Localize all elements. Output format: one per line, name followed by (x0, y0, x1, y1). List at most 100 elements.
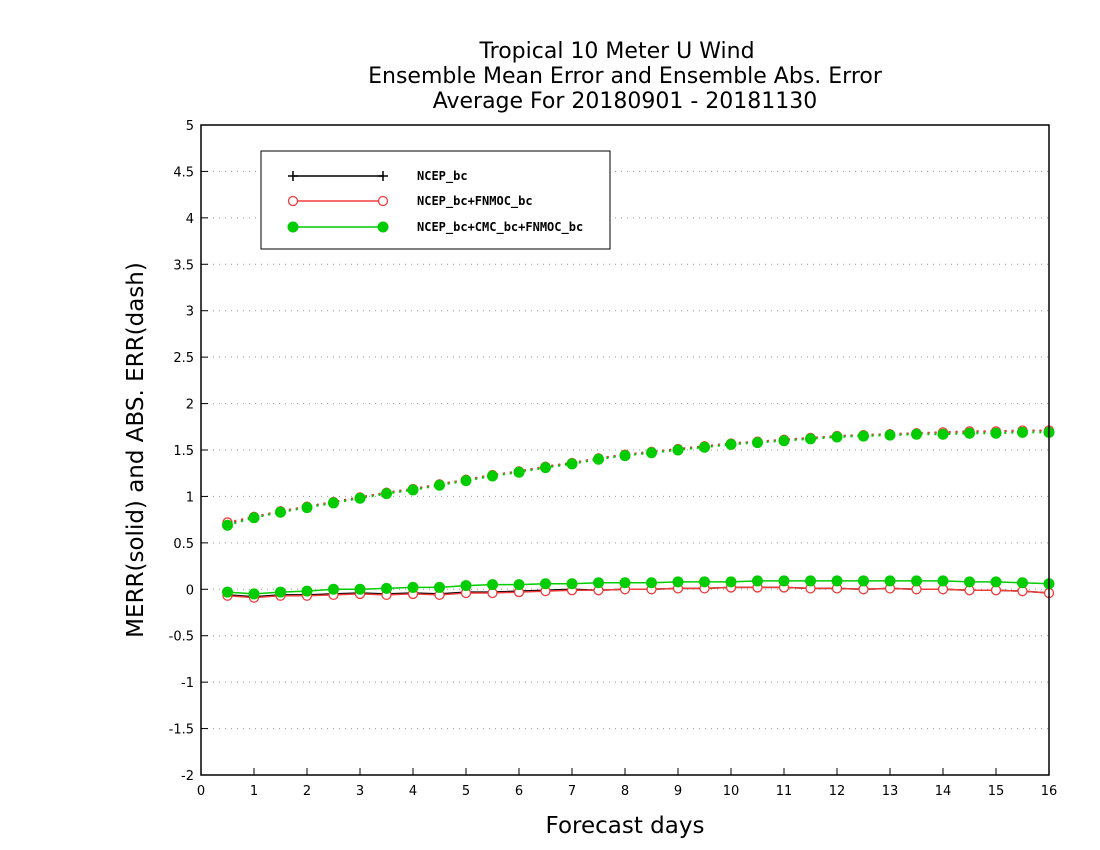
abs-err-point (858, 430, 869, 442)
series-2 (222, 426, 1055, 600)
merr-point (831, 575, 843, 587)
merr-point (884, 575, 896, 587)
abs-err-point (805, 433, 816, 445)
abs-err-point (990, 427, 1002, 439)
legend-marker (287, 195, 299, 207)
merr-point (540, 578, 551, 590)
abs-err-point (646, 447, 657, 459)
abs-err-point (964, 427, 975, 439)
merr-point (487, 579, 498, 591)
abs-err-point (1017, 426, 1028, 438)
merr-point (593, 577, 604, 589)
merr-point (858, 575, 869, 587)
abs-err-point (752, 437, 763, 449)
abs-err-point (619, 450, 631, 462)
abs-err-point (301, 502, 313, 514)
abs-err-point (566, 458, 578, 470)
y-tick-label: 5 (186, 119, 194, 134)
merr-point (725, 576, 737, 588)
abs-err-point (487, 470, 498, 482)
merr-point (990, 576, 1002, 588)
merr-point (699, 576, 710, 588)
x-tick-label: 3 (356, 784, 364, 799)
legend-marker (288, 171, 298, 181)
x-tick-label: 8 (621, 784, 629, 799)
abs-err-point (248, 512, 260, 524)
merr-point (275, 586, 286, 598)
merr-point (672, 576, 684, 588)
merr-point (248, 588, 260, 600)
abs-err-point (328, 497, 339, 509)
abs-err-point (275, 506, 286, 518)
y-tick-label: 2 (186, 398, 194, 413)
y-tick-label: -1.5 (169, 723, 194, 738)
abs-err-point (540, 462, 551, 474)
x-tick-label: 1 (250, 784, 258, 799)
x-tick-label: 2 (303, 784, 311, 799)
merr-point (381, 582, 392, 594)
x-tick-label: 10 (723, 784, 740, 799)
legend-marker (287, 221, 299, 233)
y-tick-label: 3.5 (173, 258, 194, 273)
legend-marker (377, 195, 389, 207)
abs-err-point (434, 479, 445, 491)
legend-label: NCEP_bc (417, 169, 468, 184)
merr-point (964, 576, 975, 588)
x-tick-label: 11 (776, 784, 793, 799)
merr-point (805, 575, 816, 587)
abs-err-point (354, 492, 366, 504)
merr-point (460, 580, 472, 592)
abs-err-line (227, 429, 1049, 524)
x-tick-label: 13 (882, 784, 899, 799)
abs-err-point (778, 435, 790, 447)
y-tick-label: 4.5 (173, 165, 194, 180)
merr-point (434, 581, 445, 593)
abs-err-point (911, 428, 922, 440)
legend-marker (378, 171, 388, 181)
y-tick-label: 1 (186, 490, 194, 505)
merr-point (354, 583, 366, 595)
abs-err-point (937, 428, 949, 440)
legend-label: NCEP_bc+CMC_bc+FNMOC_bc (417, 220, 583, 235)
x-tick-label: 12 (829, 784, 846, 799)
series-1 (222, 425, 1055, 603)
merr-point (752, 575, 763, 587)
merr-point (407, 581, 419, 593)
merr-point (566, 578, 578, 590)
x-tick-label: 14 (935, 784, 952, 799)
axis-ticks: -2-1.5-1-0.500.511.522.533.544.550 1 2 3 4 5 6… (169, 119, 1058, 799)
merr-point (937, 575, 949, 587)
abs-err-point (884, 429, 896, 441)
merr-point (778, 575, 790, 587)
x-tick-label: 6 (515, 784, 523, 799)
chart-title-line-3: Average For 20180901 - 20181130 (433, 89, 818, 114)
legend-label: NCEP_bc+FNMOC_bc (417, 194, 533, 209)
chart-title-line-1: Tropical 10 Meter U Wind (478, 39, 754, 64)
x-axis-label: Forecast days (546, 813, 705, 839)
abs-err-point (460, 475, 472, 487)
y-tick-label: 4 (186, 212, 194, 227)
merr-point (513, 579, 525, 591)
abs-err-point (699, 441, 710, 453)
x-tick-label: 4 (409, 784, 417, 799)
y-tick-label: -2 (181, 769, 194, 784)
chart-title-line-2: Ensemble Mean Error and Ensemble Abs. Er… (368, 64, 883, 89)
abs-err-point (222, 519, 233, 531)
abs-err-point (593, 453, 604, 465)
abs-err-point (725, 438, 737, 450)
merr-point (328, 583, 339, 595)
x-tick-label: 5 (462, 784, 470, 799)
merr-point (646, 577, 657, 589)
x-tick-label: 7 (568, 784, 576, 799)
y-tick-label: 3 (186, 305, 194, 320)
merr-point (911, 575, 922, 587)
abs-err-point (407, 484, 419, 496)
abs-err-point (381, 488, 392, 500)
y-tick-label: -1 (181, 676, 194, 691)
merr-line (227, 580, 1050, 595)
merr-point (1017, 577, 1028, 589)
y-tick-label: 2.5 (173, 351, 194, 366)
legend: NCEP_bc NCEP_bc+FNMOC_bc NCEP_bc+CMC_bc+FN… (260, 150, 611, 250)
